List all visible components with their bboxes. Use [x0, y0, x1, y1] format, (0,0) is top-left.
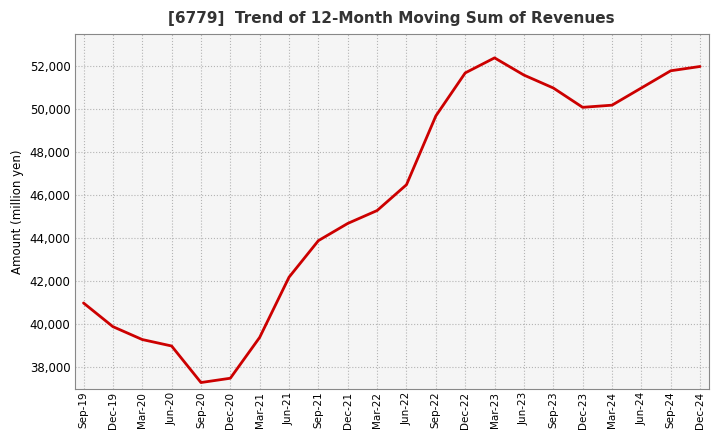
Y-axis label: Amount (million yen): Amount (million yen) — [11, 149, 24, 274]
Title: [6779]  Trend of 12-Month Moving Sum of Revenues: [6779] Trend of 12-Month Moving Sum of R… — [168, 11, 615, 26]
